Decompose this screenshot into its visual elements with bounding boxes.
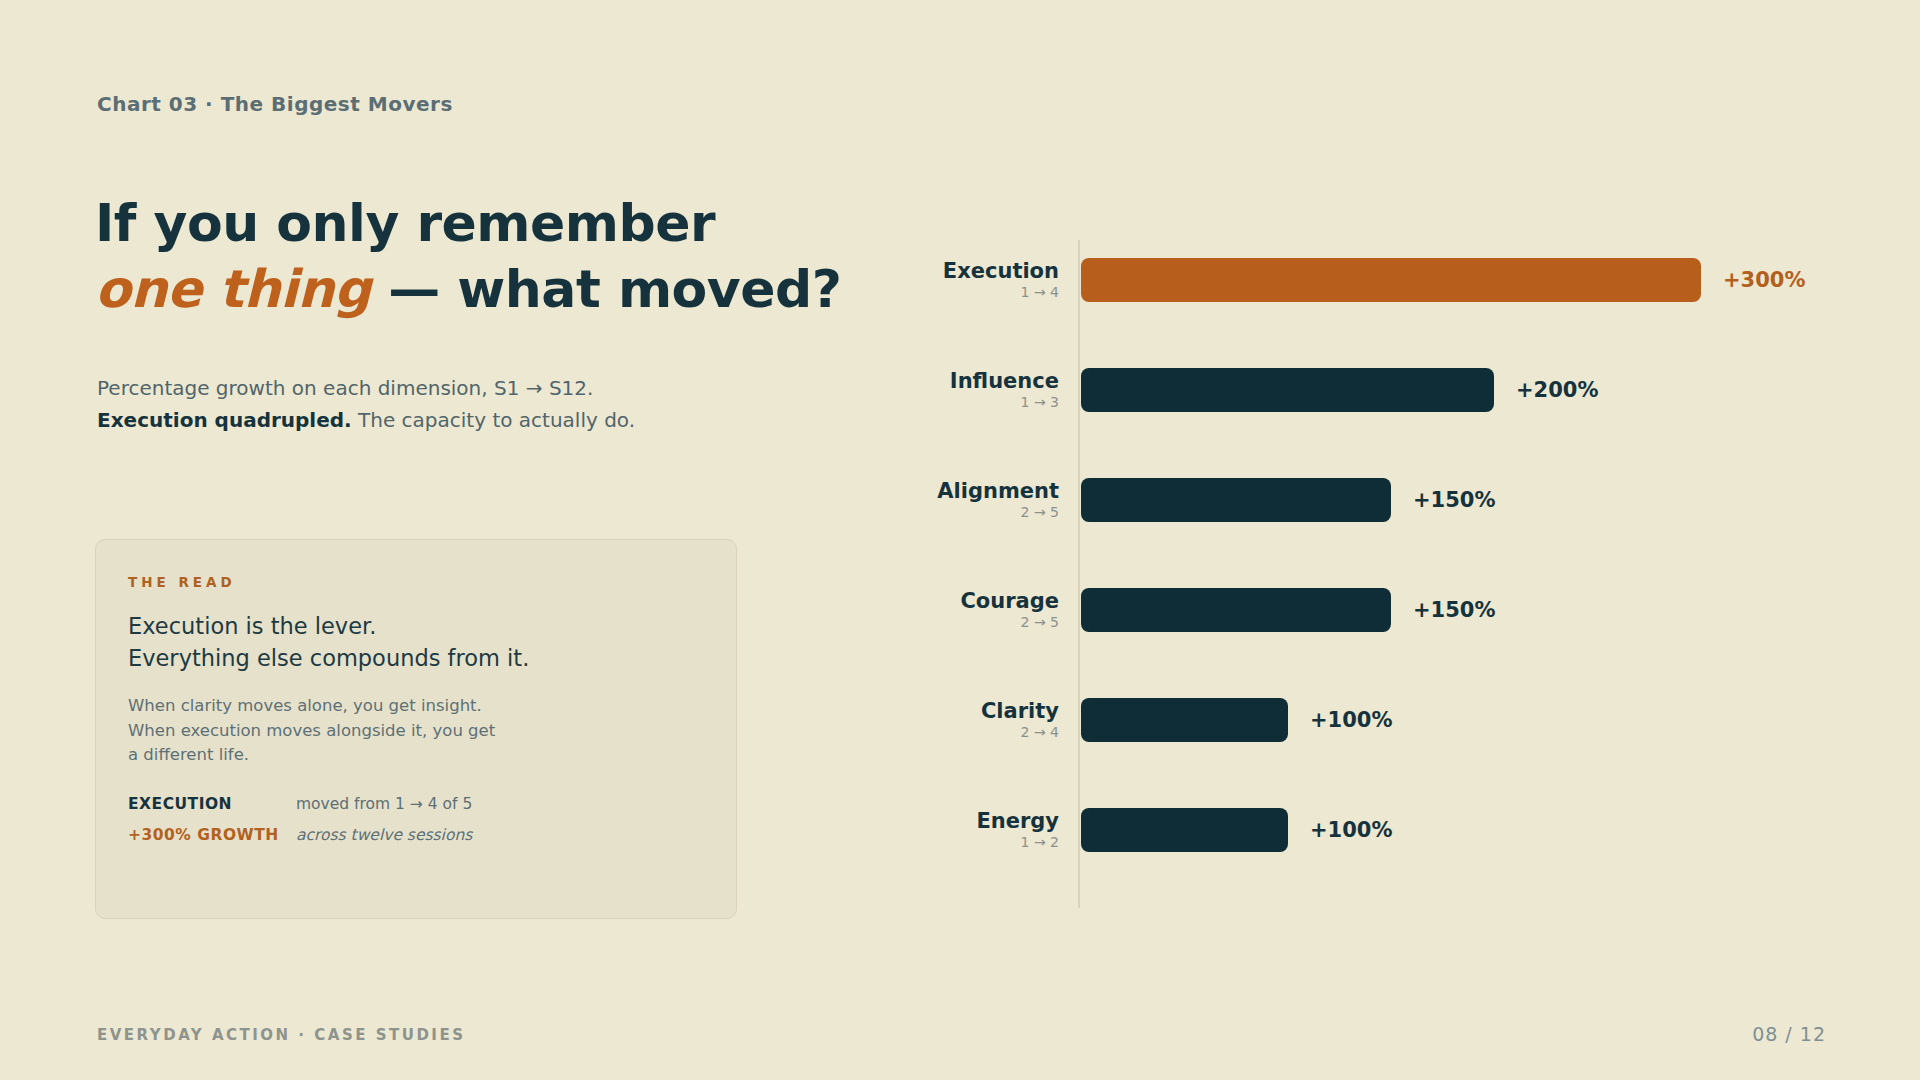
- bar-value-label: +200%: [1516, 378, 1598, 402]
- bar: [1081, 588, 1391, 632]
- bar-category-label: Execution: [943, 259, 1059, 283]
- subtitle-line2: Execution quadrupled. The capacity to ac…: [97, 404, 635, 436]
- bar-range-label: 2 → 4: [1021, 724, 1059, 741]
- read-lede-line1: Execution is the lever.: [128, 610, 700, 642]
- read-body-line: a different life.: [128, 743, 700, 768]
- subtitle-line1: Percentage growth on each dimension, S1 …: [97, 372, 635, 404]
- stat-row-execution: EXECUTION moved from 1 → 4 of 5: [128, 795, 700, 813]
- chart-row: Energy 1 → 2 +100%: [1081, 808, 1392, 852]
- bar-range-label: 1 → 3: [1021, 394, 1059, 411]
- read-lede-line2: Everything else compounds from it.: [128, 642, 700, 674]
- page-title-line1: If you only remember: [95, 190, 841, 256]
- bar: [1081, 698, 1288, 742]
- bar-range-label: 2 → 5: [1021, 504, 1059, 521]
- read-panel-kicker: THE READ: [128, 574, 700, 590]
- page-title-rest: — what moved?: [371, 259, 842, 319]
- bar: [1081, 368, 1494, 412]
- bar-category-label: Courage: [960, 589, 1059, 613]
- chart-row: Courage 2 → 5 +150%: [1081, 588, 1495, 632]
- bar-range-label: 1 → 2: [1021, 834, 1059, 851]
- stat-value: moved from 1 → 4 of 5: [296, 795, 472, 813]
- read-panel: THE READ Execution is the lever. Everyth…: [95, 539, 737, 919]
- slide: Chart 03 · The Biggest Movers If you onl…: [0, 0, 1920, 1080]
- chart-row: Execution 1 → 4 +300%: [1081, 258, 1805, 302]
- page-title-line2: one thing — what moved?: [95, 256, 841, 322]
- bar-label: Energy 1 → 2: [976, 808, 1059, 852]
- read-body-line: When clarity moves alone, you get insigh…: [128, 694, 700, 719]
- bar-range-label: 2 → 5: [1021, 614, 1059, 631]
- bar: [1081, 478, 1391, 522]
- bar-label: Clarity 2 → 4: [981, 698, 1059, 742]
- bar-category-label: Alignment: [937, 479, 1059, 503]
- bar-category-label: Influence: [950, 369, 1059, 393]
- subtitle-line2-bold: Execution quadrupled.: [97, 408, 352, 432]
- bar-category-label: Energy: [976, 809, 1059, 833]
- bar: [1081, 808, 1288, 852]
- chart-row: Alignment 2 → 5 +150%: [1081, 478, 1495, 522]
- read-panel-stats: EXECUTION moved from 1 → 4 of 5 +300% GR…: [128, 795, 700, 844]
- footer-brand: EVERYDAY ACTION · CASE STUDIES: [97, 1026, 465, 1044]
- bar-range-label: 1 → 4: [1021, 284, 1059, 301]
- bar-value-label: +150%: [1413, 488, 1495, 512]
- stat-row-growth: +300% GROWTH across twelve sessions: [128, 826, 700, 844]
- chart-baseline-axis: [1078, 240, 1080, 908]
- bar-value-label: +100%: [1310, 818, 1392, 842]
- bar-label: Influence 1 → 3: [950, 368, 1059, 412]
- read-panel-body: When clarity moves alone, you get insigh…: [128, 694, 700, 768]
- bar-category-label: Clarity: [981, 699, 1059, 723]
- bar-label: Execution 1 → 4: [943, 258, 1059, 302]
- stat-value: across twelve sessions: [296, 826, 472, 844]
- bar-value-label: +300%: [1723, 268, 1805, 292]
- bar-value-label: +100%: [1310, 708, 1392, 732]
- page-title: If you only remember one thing — what mo…: [95, 190, 841, 322]
- read-panel-lede: Execution is the lever. Everything else …: [128, 610, 700, 674]
- chart-row: Clarity 2 → 4 +100%: [1081, 698, 1392, 742]
- page-number: 08 / 12: [1752, 1023, 1826, 1045]
- bar: [1081, 258, 1701, 302]
- subtitle: Percentage growth on each dimension, S1 …: [97, 372, 635, 436]
- slide-kicker: Chart 03 · The Biggest Movers: [97, 92, 453, 116]
- bar-label: Alignment 2 → 5: [937, 478, 1059, 522]
- read-body-line: When execution moves alongside it, you g…: [128, 719, 700, 744]
- chart-row: Influence 1 → 3 +200%: [1081, 368, 1598, 412]
- bar-value-label: +150%: [1413, 598, 1495, 622]
- page-title-emphasis: one thing: [95, 259, 371, 319]
- subtitle-line2-rest: The capacity to actually do.: [352, 408, 635, 432]
- bar-label: Courage 2 → 5: [960, 588, 1059, 632]
- stat-label: +300% GROWTH: [128, 826, 296, 844]
- stat-label: EXECUTION: [128, 795, 296, 813]
